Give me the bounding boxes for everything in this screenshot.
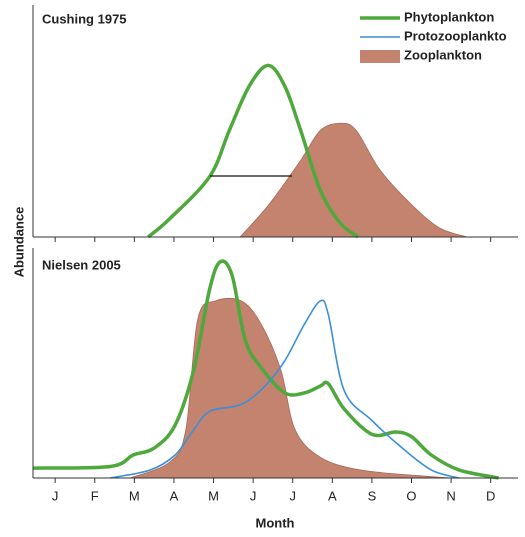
line bbox=[32, 259, 499, 480]
area bbox=[130, 297, 452, 479]
x-tick-label: O bbox=[406, 488, 416, 503]
y-axis-label: Abundance bbox=[11, 207, 26, 278]
x-tick-label: M bbox=[129, 488, 140, 503]
legend-swatch bbox=[360, 50, 400, 63]
x-tick-label: A bbox=[328, 488, 337, 503]
legend-label: Protozooplankto bbox=[404, 28, 507, 43]
area bbox=[239, 122, 468, 238]
x-tick-label: M bbox=[208, 488, 219, 503]
x-tick-label: S bbox=[368, 488, 377, 503]
line bbox=[110, 299, 460, 479]
legend-label: Phytoplankton bbox=[404, 9, 494, 24]
legend-label: Zooplankton bbox=[404, 47, 482, 62]
x-axis-label: Month bbox=[256, 515, 295, 530]
x-tick-label: F bbox=[91, 488, 99, 503]
x-tick-label: A bbox=[170, 488, 179, 503]
x-tick-label: J bbox=[289, 488, 296, 503]
line bbox=[147, 63, 360, 239]
x-tick-label: J bbox=[250, 488, 257, 503]
x-tick-label: J bbox=[52, 488, 59, 503]
panel-title: Cushing 1975 bbox=[42, 11, 127, 26]
x-tick-label: D bbox=[486, 488, 495, 503]
x-tick-label: N bbox=[446, 488, 455, 503]
panel-title: Nielsen 2005 bbox=[42, 257, 121, 272]
